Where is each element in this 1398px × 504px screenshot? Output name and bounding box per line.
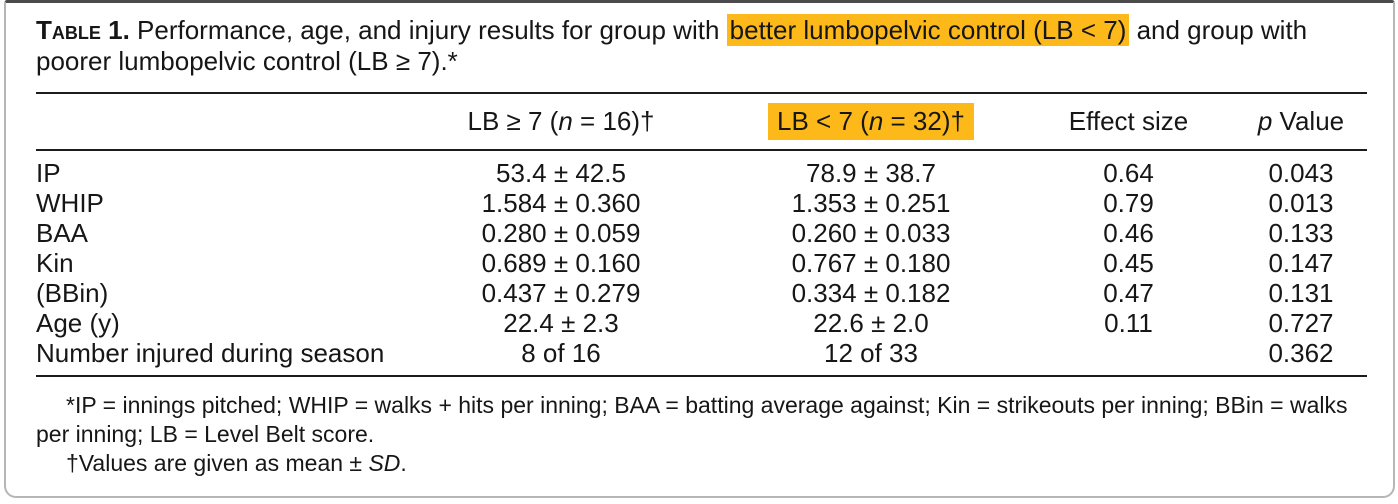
footnotes: *IP = innings pitched; WHIP = walks + hi…	[36, 391, 1367, 478]
header-lb-ge7-n: n	[558, 106, 573, 136]
value-lb-ge7: 0.280 ± 0.059	[481, 217, 641, 248]
value-p: 0.131	[1268, 277, 1334, 308]
row-label: Number injured during season	[36, 337, 385, 368]
value-p: 0.727	[1268, 307, 1334, 338]
header-lb-ge7-post: = 16)†	[572, 106, 655, 136]
footnote-values: †Values are given as mean ± SD.	[36, 449, 1367, 478]
value-effect-size: 0.11	[1104, 307, 1153, 338]
value-effect-size: 0.64	[1103, 157, 1154, 188]
table-label: Table 1.	[36, 15, 130, 45]
value-lb-ge7: 1.584 ± 0.360	[481, 187, 641, 218]
footnote-values-pre: †Values are given as mean ±	[66, 450, 369, 476]
footnote-values-sd: SD	[368, 450, 401, 476]
table-body: IP 53.4 ± 42.5 78.9 ± 38.7 0.64 0.043 WH…	[36, 151, 1367, 375]
value-p: 0.013	[1268, 187, 1334, 218]
value-effect-size: 0.79	[1103, 187, 1154, 218]
header-lb-lt7-post: = 32)†	[883, 106, 965, 136]
value-effect-size: 0.47	[1103, 277, 1154, 308]
value-lb-ge7: 8 of 16	[521, 337, 601, 368]
row-label: (BBin)	[36, 277, 109, 308]
table-frame: Table 1. Performance, age, and injury re…	[4, 0, 1395, 498]
value-effect-size: 0.46	[1103, 217, 1154, 248]
header-p-post: Value	[1272, 106, 1345, 136]
col-header-lb-lt7: LB < 7 (n = 32)†	[721, 103, 1021, 140]
value-p: 0.133	[1268, 217, 1334, 248]
value-p: 0.147	[1268, 247, 1334, 278]
col-header-p-value: p Value	[1236, 106, 1366, 137]
caption-highlight: better lumbopelvic control (LB < 7)	[726, 14, 1130, 46]
value-lb-lt7: 0.767 ± 0.180	[791, 247, 951, 278]
col-header-effect-size: Effect size	[1068, 106, 1189, 136]
header-lb-lt7-n: n	[868, 106, 884, 136]
table-caption: Table 1. Performance, age, and injury re…	[36, 14, 1367, 77]
value-lb-ge7: 53.4 ± 42.5	[496, 157, 626, 188]
value-p: 0.043	[1268, 157, 1334, 188]
table-rule-header	[36, 149, 1367, 151]
value-lb-lt7: 78.9 ± 38.7	[806, 157, 936, 188]
table-rule-bottom	[36, 375, 1367, 377]
row-label: Age (y)	[36, 307, 120, 338]
footnote-values-post: .	[400, 450, 407, 476]
row-label: WHIP	[36, 187, 104, 218]
value-lb-lt7: 1.353 ± 0.251	[791, 187, 951, 218]
value-lb-lt7: 12 of 33	[824, 337, 918, 368]
value-lb-ge7: 0.689 ± 0.160	[481, 247, 641, 278]
value-p: 0.362	[1268, 337, 1334, 368]
value-lb-ge7: 22.4 ± 2.3	[503, 307, 619, 338]
value-lb-lt7: 0.260 ± 0.033	[791, 217, 951, 248]
value-effect-size: 0.45	[1103, 247, 1154, 278]
row-label: Kin	[36, 247, 74, 278]
footnote-abbreviations: *IP = innings pitched; WHIP = walks + hi…	[36, 392, 1348, 447]
value-lb-lt7: 0.334 ± 0.182	[791, 277, 951, 308]
header-p: p	[1257, 106, 1273, 136]
row-label: IP	[36, 157, 61, 188]
header-lb-lt7-pre: LB < 7 (	[777, 106, 869, 136]
value-lb-lt7: 22.6 ± 2.0	[813, 307, 929, 338]
header-row: LB ≥ 7 (n = 16)† LB < 7 (n = 32)† Effect…	[36, 94, 1367, 149]
table-rule-top	[36, 92, 1367, 94]
value-lb-ge7: 0.437 ± 0.279	[481, 277, 641, 308]
header-lb-ge7-pre: LB ≥ 7 (	[467, 106, 559, 136]
caption-text-pre: Performance, age, and injury results for…	[129, 15, 727, 45]
col-header-lb-ge7: LB ≥ 7 (n = 16)†	[401, 106, 721, 137]
row-label: BAA	[36, 217, 89, 248]
caption-text-post: and group with poorer lumbopelvic contro…	[36, 15, 1308, 76]
header-highlight: LB < 7 (n = 32)†	[768, 103, 974, 140]
